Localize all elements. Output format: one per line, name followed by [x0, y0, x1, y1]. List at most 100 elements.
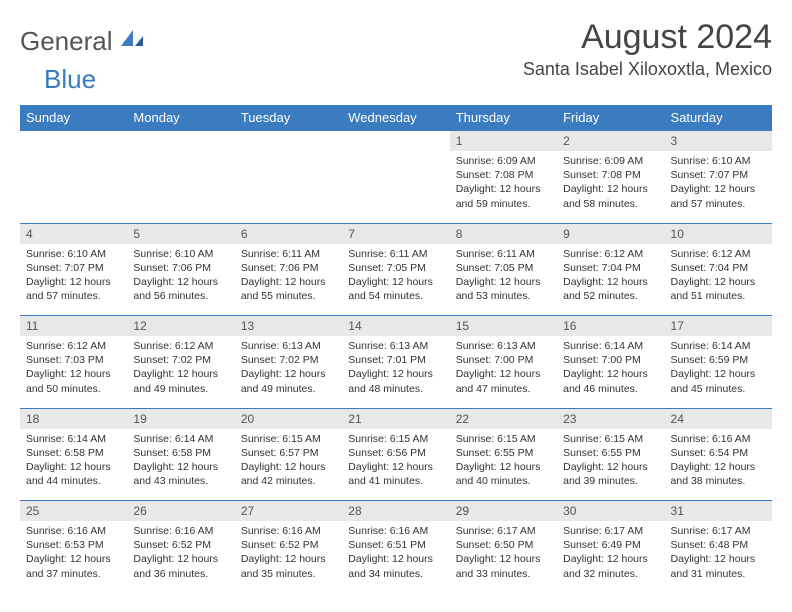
day-number-cell — [20, 131, 127, 152]
daylight-line: Daylight: 12 hours and 59 minutes. — [456, 182, 551, 210]
sunset-line: Sunset: 7:02 PM — [133, 353, 228, 367]
daylight-line: Daylight: 12 hours and 38 minutes. — [671, 460, 766, 488]
day-detail-cell: Sunrise: 6:11 AMSunset: 7:06 PMDaylight:… — [235, 244, 342, 316]
daylight-line: Daylight: 12 hours and 52 minutes. — [563, 275, 658, 303]
sunset-line: Sunset: 7:07 PM — [671, 168, 766, 182]
day-number-cell: 1 — [450, 131, 557, 152]
daylight-line: Daylight: 12 hours and 53 minutes. — [456, 275, 551, 303]
sunrise-line: Sunrise: 6:16 AM — [133, 524, 228, 538]
daylight-line: Daylight: 12 hours and 35 minutes. — [241, 552, 336, 580]
dayhead-sat: Saturday — [665, 105, 772, 131]
day-detail-cell: Sunrise: 6:16 AMSunset: 6:52 PMDaylight:… — [235, 521, 342, 593]
dayhead-fri: Friday — [557, 105, 664, 131]
sunset-line: Sunset: 7:06 PM — [241, 261, 336, 275]
week-detail-row: Sunrise: 6:10 AMSunset: 7:07 PMDaylight:… — [20, 244, 772, 316]
sunrise-line: Sunrise: 6:14 AM — [26, 432, 121, 446]
sunset-line: Sunset: 7:02 PM — [241, 353, 336, 367]
day-number-cell — [342, 131, 449, 152]
day-detail-cell: Sunrise: 6:15 AMSunset: 6:56 PMDaylight:… — [342, 429, 449, 501]
day-number-cell: 30 — [557, 501, 664, 522]
daylight-line: Daylight: 12 hours and 43 minutes. — [133, 460, 228, 488]
day-number-cell: 31 — [665, 501, 772, 522]
daylight-line: Daylight: 12 hours and 40 minutes. — [456, 460, 551, 488]
sunset-line: Sunset: 6:58 PM — [26, 446, 121, 460]
sunrise-line: Sunrise: 6:17 AM — [456, 524, 551, 538]
daylight-line: Daylight: 12 hours and 32 minutes. — [563, 552, 658, 580]
day-number-cell: 23 — [557, 408, 664, 429]
day-number-cell: 14 — [342, 316, 449, 337]
sunrise-line: Sunrise: 6:17 AM — [563, 524, 658, 538]
sunset-line: Sunset: 7:00 PM — [456, 353, 551, 367]
sunrise-line: Sunrise: 6:12 AM — [133, 339, 228, 353]
day-number-cell: 2 — [557, 131, 664, 152]
sunrise-line: Sunrise: 6:09 AM — [563, 154, 658, 168]
sunset-line: Sunset: 6:50 PM — [456, 538, 551, 552]
day-number-cell: 3 — [665, 131, 772, 152]
sunrise-line: Sunrise: 6:15 AM — [563, 432, 658, 446]
day-number-cell: 12 — [127, 316, 234, 337]
week-daynum-row: 45678910 — [20, 223, 772, 244]
month-title: August 2024 — [523, 18, 772, 57]
sunset-line: Sunset: 6:57 PM — [241, 446, 336, 460]
day-detail-cell: Sunrise: 6:15 AMSunset: 6:55 PMDaylight:… — [450, 429, 557, 501]
daylight-line: Daylight: 12 hours and 44 minutes. — [26, 460, 121, 488]
day-number-cell: 29 — [450, 501, 557, 522]
day-detail-cell: Sunrise: 6:10 AMSunset: 7:07 PMDaylight:… — [665, 151, 772, 223]
week-daynum-row: 18192021222324 — [20, 408, 772, 429]
sunrise-line: Sunrise: 6:15 AM — [348, 432, 443, 446]
sunrise-line: Sunrise: 6:13 AM — [241, 339, 336, 353]
day-detail-cell — [20, 151, 127, 223]
daylight-line: Daylight: 12 hours and 33 minutes. — [456, 552, 551, 580]
day-number-cell — [127, 131, 234, 152]
daylight-line: Daylight: 12 hours and 51 minutes. — [671, 275, 766, 303]
sunrise-line: Sunrise: 6:10 AM — [26, 247, 121, 261]
sunrise-line: Sunrise: 6:17 AM — [671, 524, 766, 538]
daylight-line: Daylight: 12 hours and 58 minutes. — [563, 182, 658, 210]
sunrise-line: Sunrise: 6:16 AM — [671, 432, 766, 446]
daylight-line: Daylight: 12 hours and 41 minutes. — [348, 460, 443, 488]
day-number-cell: 9 — [557, 223, 664, 244]
day-detail-cell: Sunrise: 6:16 AMSunset: 6:51 PMDaylight:… — [342, 521, 449, 593]
day-detail-cell: Sunrise: 6:09 AMSunset: 7:08 PMDaylight:… — [450, 151, 557, 223]
sunset-line: Sunset: 7:04 PM — [563, 261, 658, 275]
day-detail-cell: Sunrise: 6:12 AMSunset: 7:04 PMDaylight:… — [665, 244, 772, 316]
week-detail-row: Sunrise: 6:14 AMSunset: 6:58 PMDaylight:… — [20, 429, 772, 501]
sunset-line: Sunset: 6:55 PM — [456, 446, 551, 460]
sunrise-line: Sunrise: 6:16 AM — [26, 524, 121, 538]
location-label: Santa Isabel Xiloxoxtla, Mexico — [523, 59, 772, 80]
sunrise-line: Sunrise: 6:16 AM — [348, 524, 443, 538]
sunrise-line: Sunrise: 6:10 AM — [671, 154, 766, 168]
day-detail-cell: Sunrise: 6:17 AMSunset: 6:49 PMDaylight:… — [557, 521, 664, 593]
day-detail-cell: Sunrise: 6:14 AMSunset: 6:58 PMDaylight:… — [20, 429, 127, 501]
sunset-line: Sunset: 6:48 PM — [671, 538, 766, 552]
logo-text-general: General — [20, 26, 113, 57]
day-number-cell: 17 — [665, 316, 772, 337]
sunset-line: Sunset: 7:05 PM — [348, 261, 443, 275]
daylight-line: Daylight: 12 hours and 49 minutes. — [241, 367, 336, 395]
day-number-cell: 19 — [127, 408, 234, 429]
week-daynum-row: 25262728293031 — [20, 501, 772, 522]
day-number-cell: 28 — [342, 501, 449, 522]
sunrise-line: Sunrise: 6:10 AM — [133, 247, 228, 261]
daylight-line: Daylight: 12 hours and 37 minutes. — [26, 552, 121, 580]
week-daynum-row: 123 — [20, 131, 772, 152]
day-detail-cell: Sunrise: 6:11 AMSunset: 7:05 PMDaylight:… — [450, 244, 557, 316]
sunrise-line: Sunrise: 6:09 AM — [456, 154, 551, 168]
daylight-line: Daylight: 12 hours and 36 minutes. — [133, 552, 228, 580]
day-number-cell: 27 — [235, 501, 342, 522]
sunset-line: Sunset: 6:58 PM — [133, 446, 228, 460]
dayhead-wed: Wednesday — [342, 105, 449, 131]
daylight-line: Daylight: 12 hours and 48 minutes. — [348, 367, 443, 395]
sunrise-line: Sunrise: 6:12 AM — [26, 339, 121, 353]
sunset-line: Sunset: 7:06 PM — [133, 261, 228, 275]
day-number-cell: 7 — [342, 223, 449, 244]
sunset-line: Sunset: 7:03 PM — [26, 353, 121, 367]
daylight-line: Daylight: 12 hours and 57 minutes. — [26, 275, 121, 303]
sunrise-line: Sunrise: 6:14 AM — [563, 339, 658, 353]
week-detail-row: Sunrise: 6:16 AMSunset: 6:53 PMDaylight:… — [20, 521, 772, 593]
sunset-line: Sunset: 7:01 PM — [348, 353, 443, 367]
sunset-line: Sunset: 6:56 PM — [348, 446, 443, 460]
sunset-line: Sunset: 7:00 PM — [563, 353, 658, 367]
day-detail-cell: Sunrise: 6:10 AMSunset: 7:07 PMDaylight:… — [20, 244, 127, 316]
sunset-line: Sunset: 7:08 PM — [456, 168, 551, 182]
